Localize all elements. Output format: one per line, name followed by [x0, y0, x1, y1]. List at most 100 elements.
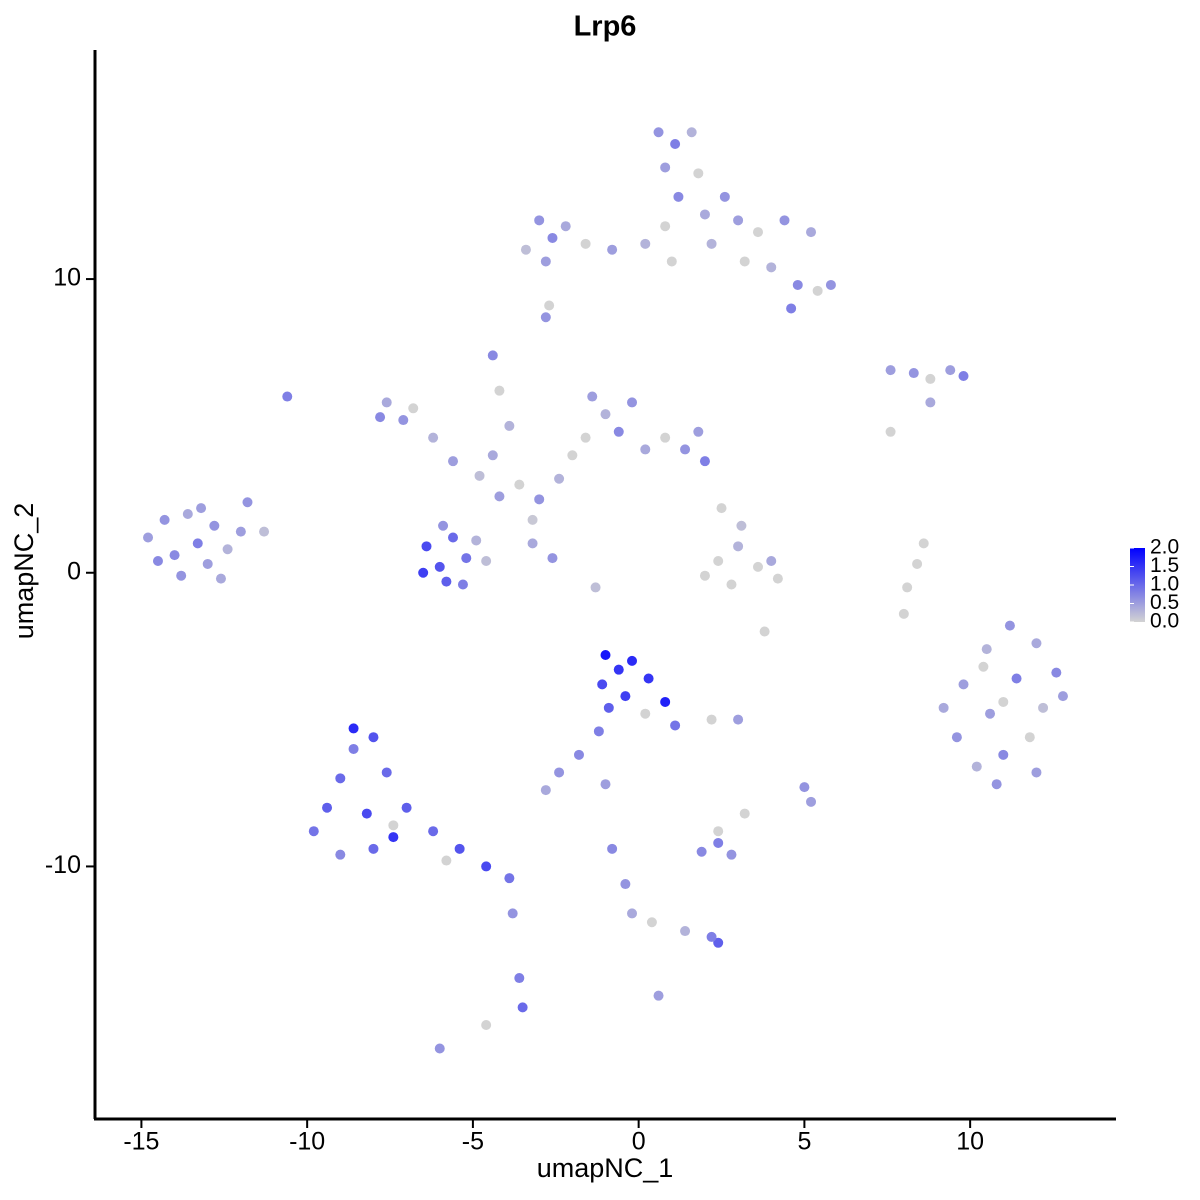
cell-point	[434, 1043, 445, 1054]
cell-point	[504, 420, 515, 431]
cell-point	[693, 426, 704, 437]
cell-point	[487, 350, 498, 361]
cell-point	[925, 397, 936, 408]
cell-point	[766, 556, 777, 567]
cell-point	[981, 644, 992, 655]
cell-point	[494, 491, 505, 502]
cell-point	[348, 723, 359, 734]
cell-point	[335, 773, 346, 784]
cell-point	[441, 576, 452, 587]
cell-point	[408, 403, 419, 414]
cell-point	[792, 279, 803, 290]
cell-point	[653, 127, 664, 138]
cell-point	[192, 538, 203, 549]
cell-point	[898, 608, 909, 619]
cell-point	[235, 526, 246, 537]
cell-point	[1004, 620, 1015, 631]
cell-point	[666, 256, 677, 267]
x-tick-label: -5	[462, 1128, 484, 1156]
cell-point	[686, 127, 697, 138]
cell-point	[739, 256, 750, 267]
cell-point	[1057, 691, 1068, 702]
colorbar-tick-label: 1.0	[1150, 573, 1179, 596]
cell-point	[547, 553, 558, 564]
cell-point	[487, 450, 498, 461]
cell-point	[640, 708, 651, 719]
cell-point	[348, 743, 359, 754]
colorbar-tick-label: 2.0	[1150, 536, 1179, 559]
cell-point	[766, 262, 777, 273]
cell-point	[752, 227, 763, 238]
cell-point	[573, 749, 584, 760]
cell-point	[368, 843, 379, 854]
cell-point	[428, 826, 439, 837]
cell-point	[958, 370, 969, 381]
cell-point	[806, 227, 817, 238]
cell-point	[627, 655, 638, 666]
cell-point	[514, 973, 525, 984]
y-tick-label: 0	[67, 557, 81, 585]
x-tick-label: 10	[956, 1128, 984, 1156]
cell-point	[1031, 767, 1042, 778]
cell-point	[699, 570, 710, 581]
cell-point	[706, 238, 717, 249]
cell-point	[209, 520, 220, 531]
cell-point	[1051, 667, 1062, 678]
cell-point	[322, 802, 333, 813]
cell-point	[388, 820, 399, 831]
cell-point	[448, 456, 459, 467]
cell-point	[471, 535, 482, 546]
x-axis-label: umapNC_1	[537, 1153, 674, 1183]
y-tick-label: -10	[45, 851, 81, 879]
cell-point	[474, 470, 485, 481]
cell-point	[448, 532, 459, 543]
cell-point	[653, 990, 664, 1001]
cell-point	[600, 409, 611, 420]
colorbar-tick-label: 0.0	[1150, 610, 1179, 633]
cell-point	[428, 432, 439, 443]
cell-point	[680, 926, 691, 937]
cell-point	[457, 579, 468, 590]
cell-point	[713, 937, 724, 948]
cell-point	[1011, 673, 1022, 684]
cell-point	[799, 782, 810, 793]
cell-point	[527, 514, 538, 525]
cell-point	[547, 232, 558, 243]
cell-point	[673, 191, 684, 202]
cell-point	[716, 503, 727, 514]
x-tick-label: -15	[123, 1128, 159, 1156]
cell-point	[607, 843, 618, 854]
cell-point	[481, 1020, 492, 1031]
cell-point	[806, 796, 817, 807]
cell-point	[733, 714, 744, 725]
cell-point	[176, 570, 187, 581]
cell-point	[991, 779, 1002, 790]
cell-point	[438, 520, 449, 531]
cell-point	[560, 221, 571, 232]
cell-point	[696, 846, 707, 857]
cell-point	[713, 556, 724, 567]
cell-point	[908, 368, 919, 379]
cell-point	[902, 582, 913, 593]
cell-point	[540, 256, 551, 267]
cell-point	[597, 679, 608, 690]
cell-point	[242, 497, 253, 508]
cell-point	[971, 761, 982, 772]
cell-point	[494, 385, 505, 396]
cell-point	[660, 696, 671, 707]
cell-point	[590, 582, 601, 593]
cell-point	[481, 861, 492, 872]
cell-point	[660, 221, 671, 232]
colorbar-tick-label: 1.5	[1150, 554, 1179, 577]
cell-point	[335, 849, 346, 860]
cell-point	[736, 520, 747, 531]
cell-point	[504, 873, 515, 884]
cell-point	[620, 879, 631, 890]
cell-point	[699, 209, 710, 220]
colorbar-tick-label: 0.5	[1150, 591, 1179, 614]
cell-point	[308, 826, 319, 837]
y-axis-label: umapNC_2	[9, 503, 39, 640]
cell-point	[418, 567, 429, 578]
cell-point	[938, 702, 949, 713]
